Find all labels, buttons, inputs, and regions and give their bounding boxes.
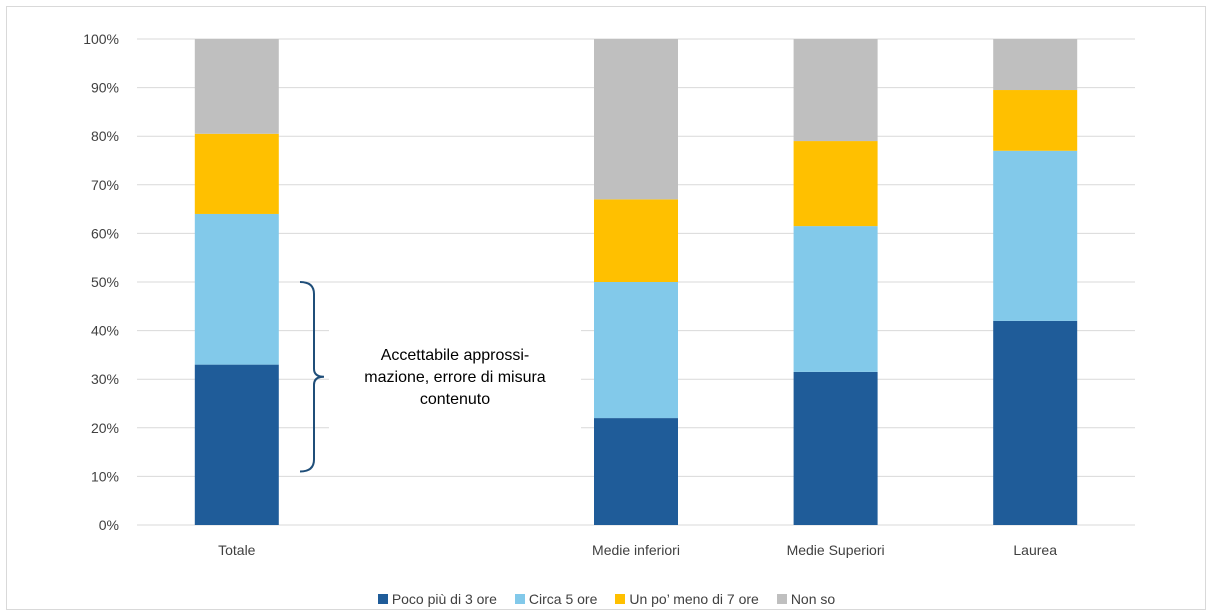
bar-segment bbox=[993, 39, 1078, 91]
legend-label: Un po’ meno di 7 ore bbox=[629, 591, 759, 607]
bar-segment bbox=[793, 39, 878, 142]
bar-segment bbox=[793, 371, 878, 525]
category-label: Laurea bbox=[1013, 542, 1057, 558]
bar-segment bbox=[194, 39, 279, 134]
legend-item: Circa 5 ore bbox=[514, 591, 598, 607]
annotation-text-line: contenuto bbox=[420, 391, 490, 408]
category-label: Medie inferiori bbox=[592, 542, 680, 558]
bar-segment bbox=[993, 320, 1078, 525]
chart-frame: 0% 10% 20% 30% 40% 50% 60% 70% 80% 90% 100% Totale M… bbox=[6, 6, 1206, 610]
legend-swatch bbox=[615, 594, 626, 604]
annotation-bracket bbox=[299, 281, 325, 473]
y-tick-label: 0% bbox=[99, 517, 119, 533]
legend-item: Non so bbox=[776, 591, 836, 607]
legend-label: Circa 5 ore bbox=[528, 591, 598, 607]
category-label: Totale bbox=[218, 542, 256, 558]
legend-swatch bbox=[377, 594, 388, 604]
bar-segment bbox=[793, 226, 878, 372]
bar-segment bbox=[594, 39, 678, 200]
y-tick-label: 30% bbox=[91, 371, 119, 387]
legend-item: Poco più di 3 ore bbox=[377, 591, 497, 607]
y-tick-label: 50% bbox=[91, 274, 119, 290]
y-tick-label: 20% bbox=[91, 420, 119, 436]
bar-segment bbox=[194, 213, 279, 365]
bar-segment bbox=[594, 199, 678, 282]
chart-legend: Poco più di 3 ore Circa 5 ore Un po’ meno … bbox=[0, 589, 1213, 609]
y-tick-label: 10% bbox=[91, 468, 119, 484]
y-tick-label: 60% bbox=[91, 225, 119, 241]
legend-label: Poco più di 3 ore bbox=[391, 591, 497, 607]
y-tick-label: 100% bbox=[83, 31, 119, 47]
bar-segment bbox=[194, 364, 279, 525]
y-tick-label: 40% bbox=[91, 323, 119, 339]
category-label: Medie Superiori bbox=[787, 542, 885, 558]
legend-item: Un po’ meno di 7 ore bbox=[615, 591, 759, 607]
legend-swatch bbox=[776, 594, 787, 604]
bar-segment bbox=[793, 141, 878, 227]
bar-segment bbox=[993, 90, 1078, 151]
bar-segment bbox=[194, 133, 279, 214]
legend-swatch bbox=[514, 594, 525, 604]
chart-plot: 0% 10% 20% 30% 40% 50% 60% 70% 80% 90% 100% Totale M… bbox=[83, 31, 1135, 558]
annotation-box bbox=[329, 324, 581, 429]
annotation-text-line: mazione, errore di misura bbox=[364, 369, 546, 386]
bar-segment bbox=[594, 418, 678, 525]
y-tick-label: 70% bbox=[91, 177, 119, 193]
bar-segment bbox=[993, 150, 1078, 321]
y-tick-label: 80% bbox=[91, 128, 119, 144]
legend-label: Non so bbox=[790, 591, 836, 607]
y-tick-label: 90% bbox=[91, 80, 119, 96]
bar-segment bbox=[594, 282, 678, 419]
annotation-text-line: Accettabile approssi- bbox=[381, 347, 530, 364]
